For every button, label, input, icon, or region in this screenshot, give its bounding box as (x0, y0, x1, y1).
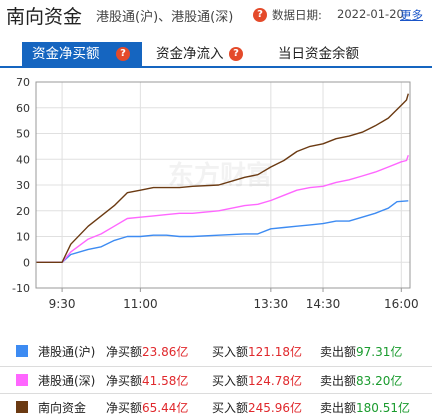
y-tick-label: 50 (16, 128, 30, 141)
sell-label: 卖出额 (320, 345, 357, 359)
buy-value: 124.78亿 (248, 374, 302, 388)
series-swatch (16, 345, 28, 357)
net-buy-label: 净买额 (106, 401, 143, 415)
date-value: 2022-01-20 (337, 7, 404, 21)
series-swatch (16, 401, 28, 413)
header: 南向资金 港股通(沪)、港股通(深) ? 数据日期: 2022-01-20 更多 (0, 0, 432, 30)
y-tick-label: 0 (23, 256, 30, 269)
help-icon[interactable]: ? (253, 8, 267, 22)
date-label: 数据日期: (272, 8, 322, 22)
tab-label: 资金净买额 (32, 46, 100, 62)
y-tick-label: 10 (16, 231, 30, 244)
x-tick-label: 13:30 (254, 297, 289, 311)
more-link[interactable]: 更多 (400, 8, 423, 22)
x-tick-label: 16:00 (384, 297, 419, 311)
buy-label: 买入额 (212, 345, 249, 359)
x-tick-label: 14:30 (306, 297, 341, 311)
x-tick-label: 9:30 (49, 297, 76, 311)
sell-value: 83.20亿 (356, 374, 403, 388)
legend-row-sh: 港股通(沪) 净买额 23.86亿 买入额 121.18亿 卖出额 97.31亿 (0, 338, 432, 362)
net-buy-label: 净买额 (106, 345, 143, 359)
sell-label: 卖出额 (320, 374, 357, 388)
legend-row-sz: 港股通(深) 净买额 41.58亿 买入额 124.78亿 卖出额 83.20亿 (0, 366, 432, 391)
tab-label: 当日资金余额 (278, 46, 359, 62)
series-lines (36, 93, 409, 264)
x-axis: 9:30 11:00 13:30 14:30 16:00 (49, 288, 419, 311)
tab-daily-balance[interactable]: 当日资金余额 (278, 42, 378, 66)
y-tick-label: 70 (16, 76, 30, 89)
buy-value: 121.18亿 (248, 345, 302, 359)
buy-label: 买入额 (212, 374, 249, 388)
sell-value: 180.51亿 (356, 401, 410, 415)
series-line (36, 154, 409, 264)
tab-bar: 资金净买额 ? 资金净流入 ? 当日资金余额 (0, 42, 432, 68)
net-buy-value: 41.58亿 (142, 374, 189, 388)
sell-value: 97.31亿 (356, 345, 403, 359)
y-tick-label: 20 (16, 205, 30, 218)
series-swatch (16, 374, 28, 386)
tab-net-inflow[interactable]: 资金净流入 ? (156, 42, 256, 66)
net-buy-value: 65.44亿 (142, 401, 189, 415)
buy-value: 245.96亿 (248, 401, 302, 415)
page-title: 南向资金 (6, 6, 83, 28)
y-tick-label: 40 (16, 153, 30, 166)
series-line (36, 93, 409, 264)
series-line (36, 200, 409, 264)
sell-label: 卖出额 (320, 401, 357, 415)
net-buy-value: 23.86亿 (142, 345, 189, 359)
x-tick-label: 11:00 (123, 297, 158, 311)
series-name: 港股通(沪) (38, 345, 96, 359)
net-buy-label: 净买额 (106, 374, 143, 388)
plot-frame (35, 81, 411, 289)
y-tick-label: 30 (16, 179, 30, 192)
help-icon[interactable]: ? (229, 47, 243, 61)
legend-row-south: 南向资金 净买额 65.44亿 买入额 245.96亿 卖出额 180.51亿 (0, 393, 432, 418)
tab-label: 资金净流入 (156, 46, 224, 62)
y-tick-label: -10 (12, 282, 30, 295)
help-icon[interactable]: ? (116, 47, 130, 61)
subtitle: 港股通(沪)、港股通(深) (96, 10, 234, 25)
y-tick-label: 60 (16, 102, 30, 115)
y-axis: -10 0 10 20 30 40 50 60 70 (12, 76, 30, 295)
series-name: 南向资金 (38, 401, 87, 415)
buy-label: 买入额 (212, 401, 249, 415)
series-name: 港股通(深) (38, 374, 96, 388)
chart-grid (36, 81, 410, 289)
tab-net-buy[interactable]: 资金净买额 ? (22, 42, 142, 66)
